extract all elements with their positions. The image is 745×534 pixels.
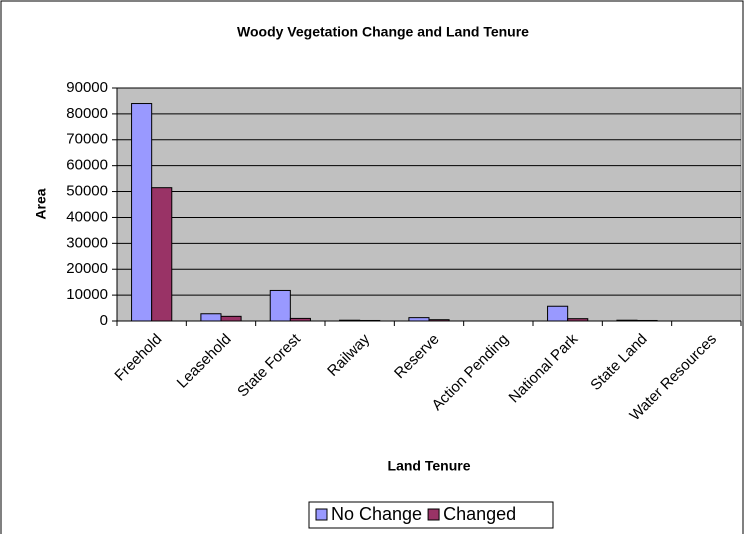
y-tick-label: 0 bbox=[100, 312, 108, 329]
x-axis-title: Land Tenure bbox=[388, 458, 471, 474]
y-tick-label: 30000 bbox=[66, 234, 108, 251]
bar bbox=[547, 305, 569, 322]
y-tick-label: 60000 bbox=[66, 157, 108, 174]
y-tick-label: 40000 bbox=[66, 208, 108, 225]
y-axis-title: Area bbox=[33, 188, 49, 219]
bar bbox=[151, 187, 173, 322]
y-tick-label: 20000 bbox=[66, 260, 108, 277]
chart-title: Woody Vegetation Change and Land Tenure bbox=[237, 24, 529, 40]
bar bbox=[200, 313, 222, 322]
bar bbox=[359, 319, 381, 322]
y-tick-label: 10000 bbox=[66, 286, 108, 303]
bar bbox=[428, 319, 450, 322]
legend-label: No Change bbox=[331, 504, 422, 524]
bar bbox=[616, 319, 638, 322]
y-tick-label: 90000 bbox=[66, 79, 108, 96]
bar bbox=[289, 317, 311, 322]
bar bbox=[636, 319, 658, 322]
legend-label: Changed bbox=[443, 504, 516, 524]
bar bbox=[339, 319, 361, 322]
legend-swatch bbox=[427, 508, 440, 521]
bar bbox=[131, 103, 153, 322]
legend-swatch bbox=[315, 508, 328, 521]
bar bbox=[269, 289, 291, 322]
bar bbox=[220, 315, 242, 322]
y-tick-label: 70000 bbox=[66, 131, 108, 148]
bar bbox=[408, 317, 430, 322]
plot-area bbox=[116, 87, 742, 322]
y-tick-label: 80000 bbox=[66, 105, 108, 122]
y-tick-label: 50000 bbox=[66, 183, 108, 200]
bar bbox=[567, 318, 589, 322]
